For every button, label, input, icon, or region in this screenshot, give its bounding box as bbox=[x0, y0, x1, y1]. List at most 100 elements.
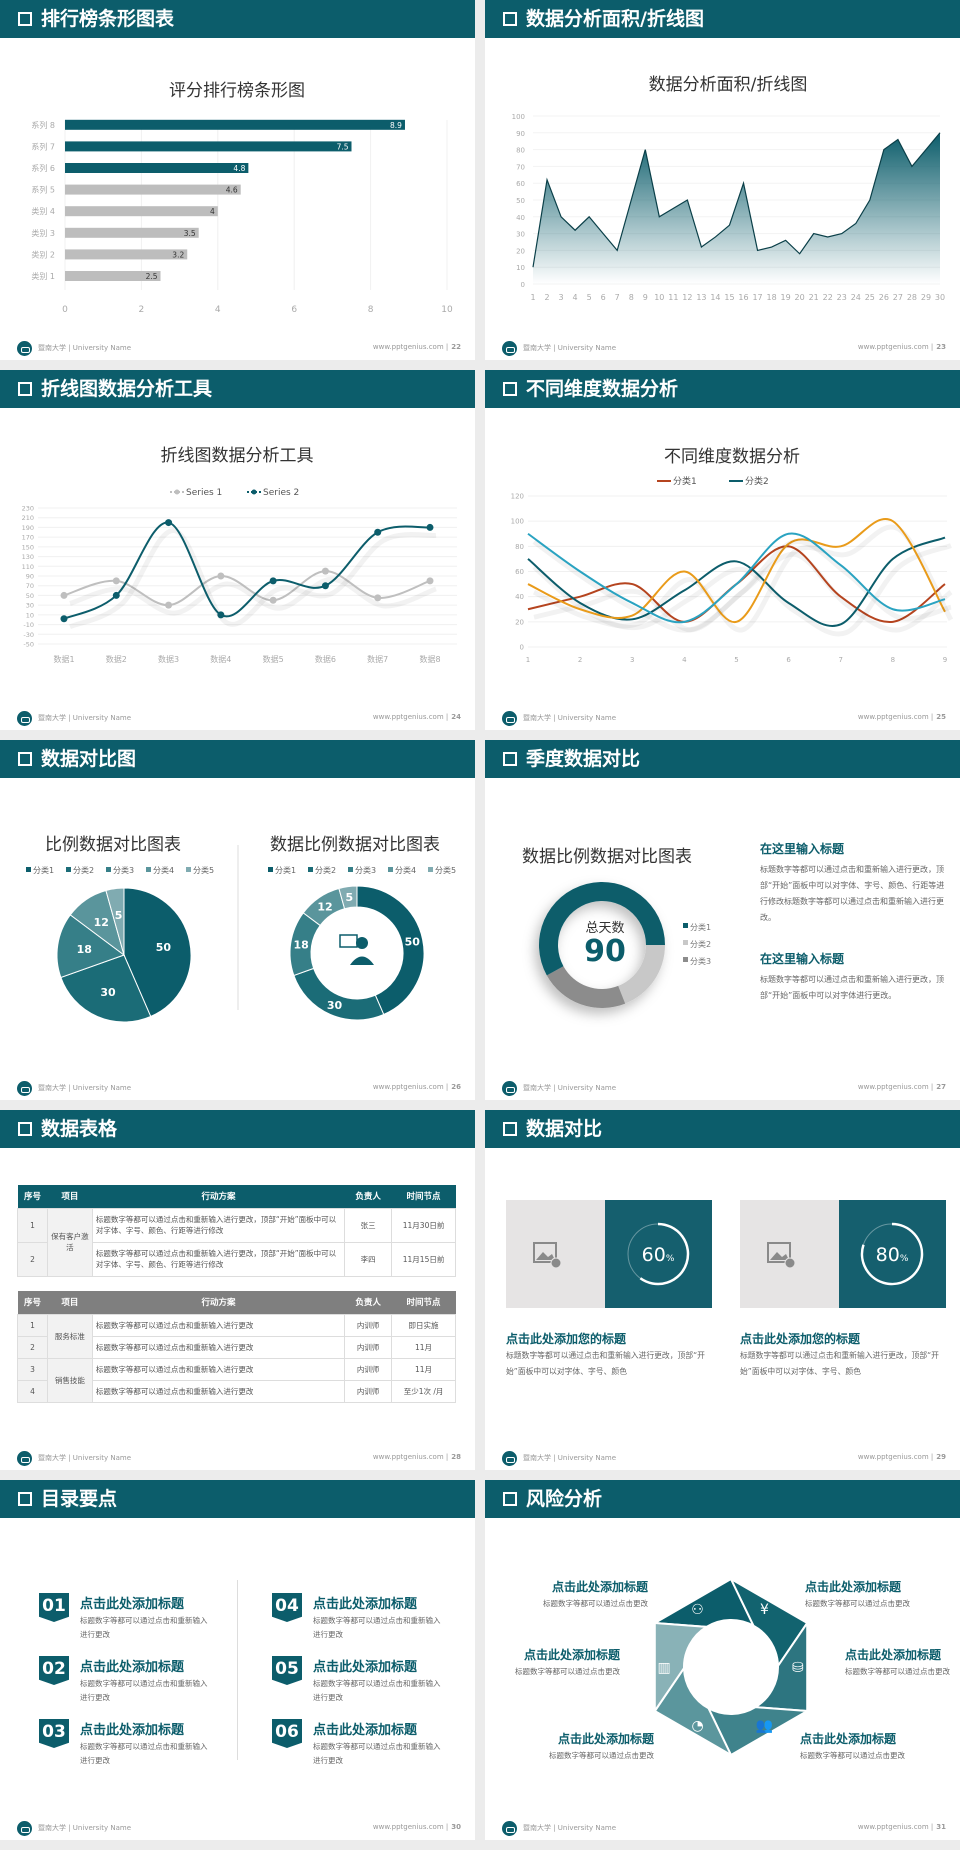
x-tick-label: 1 bbox=[526, 656, 530, 664]
progress-ring bbox=[639, 1222, 690, 1286]
legend-swatch bbox=[428, 867, 433, 872]
checkbox-square-icon bbox=[18, 752, 32, 766]
legend-swatch bbox=[268, 867, 273, 872]
data-point bbox=[426, 577, 434, 585]
y-tick-label: 50 bbox=[516, 197, 525, 205]
percent-panel bbox=[605, 1200, 712, 1308]
checkbox-square-icon bbox=[18, 1492, 32, 1506]
footer-url: www.pptgenius.com | bbox=[857, 343, 934, 351]
slide-footer: 暨南大学 | University Name www.pptgenius.com … bbox=[485, 1078, 960, 1100]
x-tick-label: 4 bbox=[215, 305, 221, 315]
y-tick-label: 130 bbox=[22, 553, 34, 561]
column-header: 时间节点 bbox=[406, 1192, 441, 1203]
y-tick-label: 20 bbox=[515, 618, 524, 626]
row-number: 4 bbox=[17, 1379, 48, 1403]
row-time: 11月30日前 bbox=[391, 1207, 456, 1243]
add-image-icon bbox=[767, 1242, 791, 1263]
y-tick-label: 210 bbox=[22, 514, 34, 522]
y-tick-label: 30 bbox=[516, 231, 525, 239]
footer-url-page: www.pptgenius.com | 29 bbox=[858, 1453, 946, 1461]
slice bbox=[618, 945, 665, 1004]
x-tick-label: 3 bbox=[630, 656, 634, 664]
bar bbox=[65, 141, 352, 152]
slice bbox=[539, 882, 665, 976]
slide-header: 不同维度数据分析 bbox=[485, 370, 960, 408]
page-number: 29 bbox=[936, 1453, 946, 1461]
row-time: 11月 bbox=[391, 1335, 456, 1359]
hand-money-icon: ⚇ bbox=[691, 1602, 704, 1618]
legend-swatch bbox=[186, 867, 191, 872]
x-tick-label: 23 bbox=[837, 293, 847, 302]
category-label: 类别 2 bbox=[31, 249, 55, 259]
legend-swatch bbox=[348, 867, 353, 872]
legend-label: 分类1 bbox=[33, 865, 54, 875]
slide-footer: 暨南大学 | University Name www.pptgenius.com … bbox=[485, 1448, 960, 1470]
university-logo-icon bbox=[17, 1821, 32, 1836]
row-plan: 标题数字等都可以通过点击和重新输入进行更改 bbox=[91, 1313, 346, 1337]
page-number: 27 bbox=[936, 1083, 946, 1091]
legend-label: 分类4 bbox=[395, 865, 416, 875]
checkbox-square-icon bbox=[18, 1122, 32, 1136]
risk-text: 标题数字等都可以通过点击更改 bbox=[800, 1751, 905, 1760]
chart-title: 数据比例数据对比图表 bbox=[522, 847, 692, 867]
x-tick-label: 25 bbox=[865, 293, 875, 302]
pie-chart-icon: ◔ bbox=[691, 1718, 703, 1734]
users-icon: 👥 bbox=[756, 1718, 773, 1734]
slide-2: 数据分析面积/折线图 暨南大学 | University Name www.pptg… bbox=[485, 0, 960, 360]
data-label: 5 bbox=[345, 891, 353, 904]
x-tick-label: 5 bbox=[734, 656, 738, 664]
y-tick-label: 190 bbox=[22, 524, 34, 532]
data-point bbox=[165, 601, 173, 609]
slide-3: 折线图数据分析工具 暨南大学 | University Name www.pptge… bbox=[0, 370, 475, 730]
series-shadow bbox=[533, 551, 953, 633]
slide-header: 数据分析面积/折线图 bbox=[485, 0, 960, 38]
y-tick-label: 60 bbox=[516, 180, 525, 188]
column-header: 项目 bbox=[61, 1192, 79, 1203]
table-row: 4 标题数字等都可以通过点击和重新输入进行更改 内训师 至少1次 /月 bbox=[17, 1379, 456, 1403]
slide-title: 目录要点 bbox=[41, 1488, 118, 1510]
footer-school: 暨南大学 | University Name bbox=[38, 1454, 131, 1462]
page-number: 24 bbox=[451, 713, 461, 721]
row-time: 即日实施 bbox=[391, 1313, 456, 1337]
footer-school: 暨南大学 | University Name bbox=[38, 1084, 131, 1092]
legend-swatch bbox=[683, 957, 688, 962]
data-point bbox=[374, 528, 382, 536]
add-image-icon-mountain bbox=[770, 1252, 789, 1260]
checkbox-square-icon bbox=[503, 382, 517, 396]
block-text: 标题数字等都可以通过点击和重新输入进行更改，顶部“开始”面板中可以对字体、字号、… bbox=[760, 865, 945, 922]
x-tick-label: 1 bbox=[530, 293, 535, 302]
item-text: 标题数字等都可以通过点击和重新输入进行更改 bbox=[80, 1679, 208, 1702]
slice bbox=[60, 954, 152, 1023]
number-badge: 03 bbox=[39, 1719, 69, 1748]
bar bbox=[65, 227, 199, 238]
x-tick-label: 19 bbox=[781, 293, 791, 302]
column-header: 序号 bbox=[23, 1192, 41, 1203]
data-point bbox=[321, 567, 329, 575]
legend-label: 分类2 bbox=[315, 865, 336, 875]
university-logo-icon bbox=[502, 711, 517, 726]
series-shadow bbox=[68, 528, 437, 630]
y-tick-label: 80 bbox=[515, 543, 524, 551]
number-badge: 01 bbox=[39, 1593, 69, 1622]
table-row: 2 标题数字等都可以通过点击和重新输入进行更改 内训师 11月 bbox=[17, 1335, 456, 1359]
row-plan: 标题数字等都可以通过点击和重新输入进行更改 bbox=[91, 1379, 346, 1403]
x-tick-label: 2 bbox=[578, 656, 582, 664]
area-line bbox=[532, 132, 941, 268]
x-tick-label: 数据1 bbox=[53, 654, 74, 664]
x-tick-label: 9 bbox=[943, 656, 947, 664]
row-plan: 标题数字等都可以通过点击和重新输入进行更改，顶部“开始”面板中可以对字体、字号、… bbox=[91, 1207, 346, 1243]
footer-url-page: www.pptgenius.com | 22 bbox=[373, 343, 461, 351]
slide-footer: 暨南大学 | University Name www.pptgenius.com … bbox=[0, 1818, 475, 1840]
y-tick-label: 50 bbox=[26, 592, 34, 600]
footer-url-page: www.pptgenius.com | 28 bbox=[373, 1453, 461, 1461]
footer-url-page: www.pptgenius.com | 26 bbox=[373, 1083, 461, 1091]
data-point bbox=[60, 591, 68, 599]
center-circle bbox=[684, 1620, 778, 1714]
y-tick-label: -30 bbox=[23, 631, 34, 639]
footer-url-page: www.pptgenius.com | 25 bbox=[858, 713, 946, 721]
footer-school: 暨南大学 | University Name bbox=[38, 714, 131, 722]
data-label: 3.2 bbox=[172, 250, 184, 259]
x-tick-label: 21 bbox=[809, 293, 819, 302]
block-text: 标题数字等都可以通过点击和重新输入进行更改，顶部“开始”面板中可以对字体进行更改… bbox=[760, 975, 944, 1000]
